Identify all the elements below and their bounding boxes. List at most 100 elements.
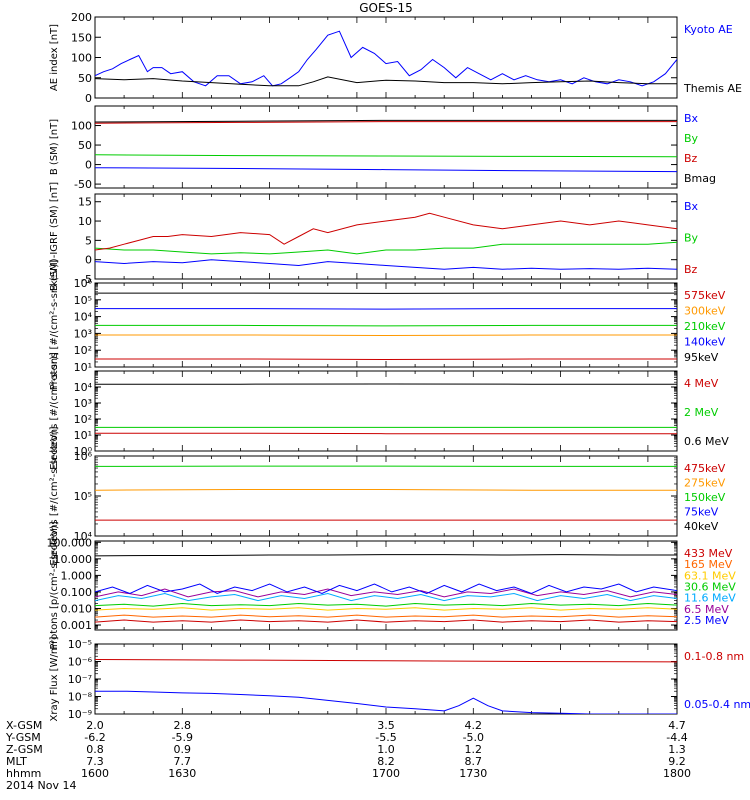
legend-label: 40keV [684,520,719,533]
legend-label: Kyoto AE [684,23,733,36]
ephemeris-value: 8.7 [465,755,483,768]
ephemeris-value: -5.0 [463,731,484,744]
y-axis-label: Protons [p/(cm²-s-sr-keV)] [49,521,60,649]
y-axis-label: B (SM)-IGRF (SM) [nT] [49,182,60,291]
y-tick-label: 10³ [74,397,92,410]
ephemeris-value: 1700 [372,767,400,780]
ephemeris-value: -6.2 [84,731,105,744]
series-line-themis-ae [95,76,677,87]
panel-8: 10⁻⁹ 10⁻⁸ 10⁻⁷ 10⁻⁶ 10⁻⁵ Xray Flux [W/m²] 0.1-… [49,636,750,721]
series-line-bx [95,167,677,173]
y-tick-label: 10⁻⁹ [68,708,92,721]
y-tick-label: 100 [71,120,92,133]
legend-label: Bx [684,112,699,125]
legend-label: 575keV [684,289,726,302]
legend-label: 2 MeV [684,406,719,419]
y-tick-label: 150 [71,31,92,44]
y-tick-label: 10² [74,344,92,357]
y-tick-label: 50 [78,139,92,152]
y-tick-label: 0 [85,159,92,172]
y-tick-label: 200 [71,11,92,24]
y-tick-label: 10¹ [74,361,92,374]
series-line-210kev [95,324,677,327]
y-tick-label: 10⁴ [74,530,93,543]
legend-label: 300keV [684,305,726,318]
ephemeris-value: 0.9 [174,743,192,756]
y-tick-label: 10 [78,215,92,228]
legend-label: 75keV [684,506,719,519]
panel-frame [94,643,678,715]
panel-frame [94,16,678,99]
ephemeris-value: 7.3 [86,755,104,768]
legend-label: 0.6 MeV [684,435,729,448]
y-axis-label: Protons [#/(cm²-s-sr-keV)] [49,260,60,390]
panel-3: -5 0 5 10 15 B (SM)-IGRF (SM) [nT] Bx By Bz [49,182,699,291]
legend-label: 11.6 MeV [684,592,736,605]
y-tick-label: 0.001 [61,619,93,632]
series-line-165-mev [95,614,677,618]
series-line-bmag [95,119,677,123]
series-line-30-6-mev [95,602,677,607]
ephemeris-value: 3.5 [377,719,395,732]
panel-6: 10⁴ 10⁵ 10⁶ Electrons [#/(cm²-s-sr-keV)] 475… [49,426,726,565]
ephemeris-value: 0.8 [86,743,104,756]
legend-label: Themis AE [683,82,742,95]
y-tick-label: 0 [85,254,92,267]
y-axis-label: B (SM) [nT] [49,119,60,175]
y-axis-label: Electrons [#/(cm²-s-sr-keV)] [49,426,60,565]
series-line-bz [95,212,677,251]
ephemeris-value: 1600 [81,767,109,780]
series-line-433-mev [95,619,677,623]
y-axis-label: Xray Flux [W/m²] [49,636,60,721]
y-tick-label: -50 [74,178,92,191]
y-tick-label: 10⁵ [74,294,92,307]
legend-label: 6.5 MeV [684,603,729,616]
ephemeris-value: 7.7 [174,755,192,768]
panel-frame [94,193,678,280]
y-tick-label: 100 [71,52,92,65]
y-tick-label: 0.010 [61,602,93,615]
ephemeris-value: 1.3 [668,743,686,756]
y-tick-label: 1.000 [61,569,93,582]
y-tick-label: 10² [74,413,92,426]
series-line-4-mev [95,432,677,435]
panel-5: 10⁰ 10¹ 10² 10³ 10⁴ Electrons [#/(cm²-s-sr)] 4… [49,352,729,470]
series-line-63-1-mev [95,607,677,611]
ephemeris-value: 8.2 [377,755,395,768]
panel-4: 10¹ 10² 10³ 10⁴ 10⁵ 10⁶ Protons [#/(cm²-s-sr-k… [49,260,726,390]
y-tick-label: 10⁵ [74,490,92,503]
series-line-0-05-0-4-nm [95,690,677,714]
ephemeris-value: 2.0 [86,719,104,732]
date-label: 2014 Nov 14 [6,779,76,792]
ephemeris-row-label: Y-GSM [5,731,41,744]
y-axis-label: Electrons [#/(cm²-s-sr)] [49,352,60,470]
ephemeris-row-label: MLT [6,755,27,768]
ephemeris-value: 4.2 [465,719,483,732]
ephemeris-value: 2.8 [174,719,192,732]
legend-label: 475keV [684,462,726,475]
legend-label: Bz [684,152,698,165]
series-line-6-5-mev [95,588,677,598]
ephemeris-value: 9.2 [668,755,686,768]
y-tick-label: 15 [78,196,92,209]
legend-label: 150keV [684,491,726,504]
series-line-kyoto-ae [95,30,677,87]
y-tick-label: 5 [85,234,92,247]
ephemeris-row-label: hhmm [6,767,41,780]
ephemeris-value: -4.4 [666,731,687,744]
legend-label: 0.1-0.8 nm [684,650,744,663]
y-tick-label: 10¹ [74,429,92,442]
legend-label: 433 MeV [684,547,733,560]
y-tick-label: 10⁶ [74,277,93,290]
series-line-575kev [95,358,677,361]
legend-label: Bz [684,263,698,276]
legend-label: 165 MeV [684,558,733,571]
series-line-11-6-mev [95,592,677,602]
legend-label: By [684,132,699,145]
y-tick-label: 10⁴ [74,311,93,324]
legend-label: 63.1 MeV [684,569,736,582]
y-tick-label: 10⁶ [74,450,93,463]
ephemeris-value: 1.2 [465,743,483,756]
series-line-by [95,154,677,158]
